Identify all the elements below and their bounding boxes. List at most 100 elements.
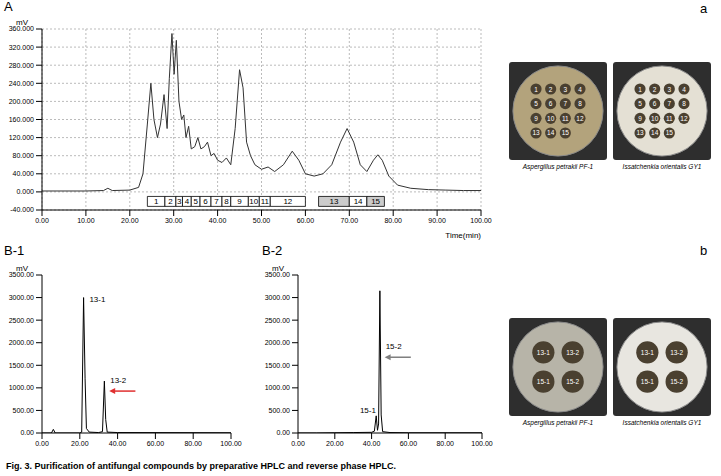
- svg-text:12: 12: [283, 197, 292, 206]
- svg-text:500.00: 500.00: [269, 407, 291, 414]
- svg-text:Aspergillus petrakii PF-1: Aspergillus petrakii PF-1: [522, 419, 594, 427]
- svg-text:5: 5: [534, 100, 538, 107]
- svg-text:13: 13: [329, 197, 338, 206]
- svg-text:8: 8: [224, 197, 229, 206]
- svg-text:13: 13: [532, 129, 540, 136]
- svg-text:160.000: 160.000: [9, 116, 34, 123]
- svg-text:mV: mV: [272, 264, 285, 273]
- svg-text:40.00: 40.00: [209, 217, 227, 224]
- svg-text:8: 8: [682, 100, 686, 107]
- svg-text:10: 10: [249, 197, 258, 206]
- svg-text:7: 7: [564, 100, 568, 107]
- svg-text:1000.00: 1000.00: [265, 384, 290, 391]
- svg-text:2500.00: 2500.00: [265, 317, 290, 324]
- svg-text:mV: mV: [16, 264, 29, 273]
- svg-text:5: 5: [638, 100, 642, 107]
- svg-text:80.00: 80.00: [184, 440, 202, 447]
- svg-text:10: 10: [547, 115, 555, 122]
- svg-text:320.000: 320.000: [9, 44, 34, 51]
- svg-text:20.00: 20.00: [326, 440, 344, 447]
- svg-text:6: 6: [203, 197, 208, 206]
- svg-text:100.00: 100.00: [471, 440, 493, 447]
- svg-text:20.00: 20.00: [121, 217, 139, 224]
- svg-text:2: 2: [653, 86, 657, 93]
- svg-text:1500.00: 1500.00: [9, 362, 34, 369]
- svg-text:10.00: 10.00: [77, 217, 95, 224]
- svg-text:280.000: 280.000: [9, 62, 34, 69]
- svg-text:15: 15: [371, 197, 380, 206]
- svg-text:1: 1: [638, 86, 642, 93]
- svg-text:12: 12: [576, 115, 584, 122]
- svg-text:0.00: 0.00: [291, 440, 305, 447]
- svg-text:4: 4: [682, 86, 686, 93]
- svg-text:11: 11: [666, 115, 673, 122]
- svg-text:30.00: 30.00: [165, 217, 183, 224]
- svg-text:2000.00: 2000.00: [9, 339, 34, 346]
- svg-text:13-1: 13-1: [537, 349, 550, 356]
- svg-text:6: 6: [549, 100, 553, 107]
- svg-text:1500.00: 1500.00: [265, 362, 290, 369]
- svg-text:13-2: 13-2: [670, 349, 683, 356]
- svg-text:40.00: 40.00: [109, 440, 127, 447]
- svg-text:15-2: 15-2: [386, 342, 403, 351]
- svg-text:14: 14: [547, 129, 555, 136]
- svg-text:120.000: 120.000: [9, 134, 34, 141]
- svg-text:240.000: 240.000: [9, 80, 34, 87]
- svg-text:15: 15: [562, 129, 570, 136]
- svg-text:9: 9: [638, 115, 642, 122]
- svg-text:80.000: 80.000: [13, 152, 35, 159]
- svg-text:60.00: 60.00: [400, 440, 418, 447]
- svg-text:13-2: 13-2: [110, 376, 127, 385]
- svg-text:-40.000: -40.000: [10, 206, 34, 213]
- svg-text:15-2: 15-2: [670, 378, 683, 385]
- svg-text:100.00: 100.00: [220, 440, 242, 447]
- svg-text:1000.00: 1000.00: [9, 384, 34, 391]
- svg-text:60.00: 60.00: [147, 440, 165, 447]
- svg-text:14: 14: [651, 129, 659, 136]
- svg-text:500.00: 500.00: [13, 407, 35, 414]
- svg-text:11: 11: [562, 115, 569, 122]
- svg-text:90.00: 90.00: [428, 217, 446, 224]
- svg-text:0.00: 0.00: [276, 429, 290, 436]
- svg-text:14: 14: [354, 197, 363, 206]
- svg-text:70.00: 70.00: [341, 217, 359, 224]
- svg-text:40.000: 40.000: [13, 170, 35, 177]
- svg-text:15-1: 15-1: [537, 378, 550, 385]
- svg-text:4: 4: [185, 197, 190, 206]
- svg-text:15-1: 15-1: [641, 378, 654, 385]
- svg-text:1: 1: [534, 86, 538, 93]
- svg-text:9: 9: [237, 197, 242, 206]
- svg-text:50.00: 50.00: [253, 217, 271, 224]
- svg-text:2: 2: [168, 197, 173, 206]
- svg-text:80.00: 80.00: [436, 440, 454, 447]
- svg-text:9: 9: [534, 115, 538, 122]
- svg-text:3: 3: [177, 197, 182, 206]
- svg-text:11: 11: [261, 197, 270, 206]
- svg-text:60.00: 60.00: [297, 217, 315, 224]
- svg-text:13-2: 13-2: [566, 349, 579, 356]
- svg-text:80.00: 80.00: [384, 217, 402, 224]
- svg-text:2: 2: [549, 86, 553, 93]
- svg-text:7: 7: [668, 100, 672, 107]
- svg-text:40.00: 40.00: [363, 440, 381, 447]
- svg-text:Aspergillus petrakii PF-1: Aspergillus petrakii PF-1: [522, 163, 594, 171]
- svg-text:15: 15: [666, 129, 674, 136]
- svg-text:3000.00: 3000.00: [265, 294, 290, 301]
- svg-text:12: 12: [680, 115, 688, 122]
- svg-text:13-1: 13-1: [89, 295, 106, 304]
- svg-text:3: 3: [668, 86, 672, 93]
- svg-text:7: 7: [214, 197, 219, 206]
- svg-text:6: 6: [653, 100, 657, 107]
- svg-text:5: 5: [193, 197, 198, 206]
- svg-text:8: 8: [578, 100, 582, 107]
- svg-text:200.000: 200.000: [9, 98, 34, 105]
- svg-text:0.00: 0.00: [20, 429, 34, 436]
- svg-text:0.000: 0.000: [16, 188, 34, 195]
- svg-text:15-1: 15-1: [360, 406, 377, 415]
- svg-text:mV: mV: [16, 18, 29, 27]
- svg-text:Issatchenkia orientalis GY1: Issatchenkia orientalis GY1: [623, 419, 702, 426]
- svg-text:3000.00: 3000.00: [9, 294, 34, 301]
- svg-text:Issatchenkia orientalis GY1: Issatchenkia orientalis GY1: [623, 163, 702, 170]
- svg-text:100.00: 100.00: [470, 217, 492, 224]
- svg-text:13: 13: [636, 129, 644, 136]
